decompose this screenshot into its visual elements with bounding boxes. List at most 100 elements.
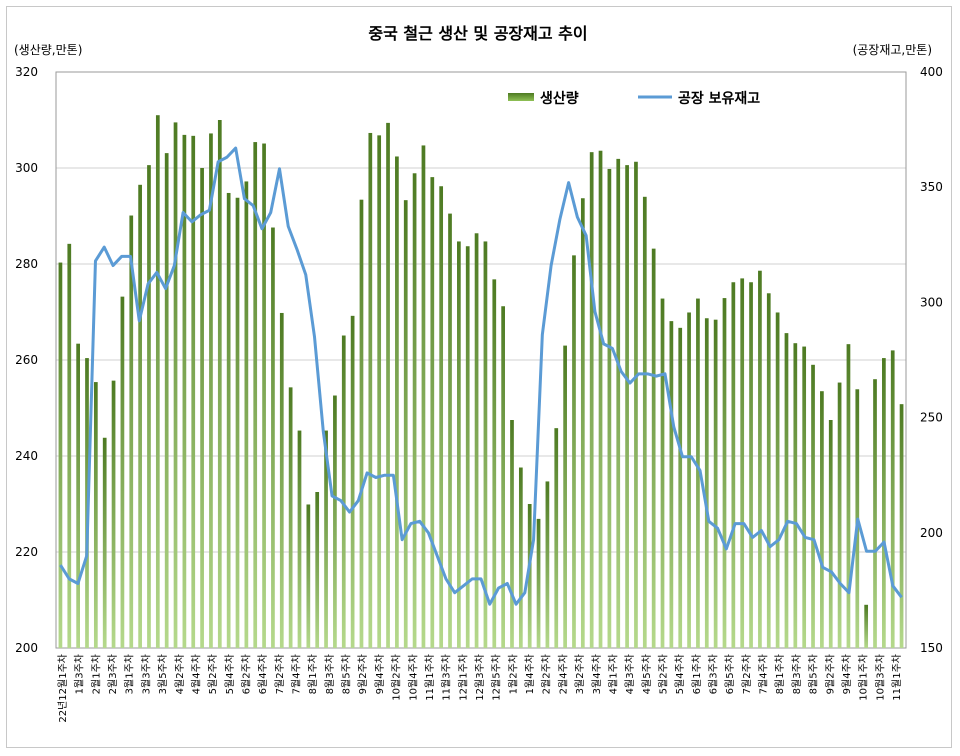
production-bar [164,153,169,648]
x-tick-label: 9월4주차 [841,654,853,694]
production-bar [448,213,452,648]
production-bar [687,312,691,648]
x-tick-label: 4월3주차 [624,654,636,694]
production-bar [297,430,302,648]
production-bar [740,278,745,648]
left-axis: 200 220 240 260 280 300 320 [15,65,38,655]
production-bar [226,192,231,648]
x-tick-label: 5월2주차 [207,654,219,694]
legend-label-production: 생산량 [540,90,579,107]
x-tick-label: 7월2주차 [741,654,753,694]
x-tick-label: 6월3주차 [708,654,720,694]
x-axis: 22년12월1주차 1월3주차 2월1주차 2월3주차 3월1주차 3월3주차 3월5주차 4… [57,654,903,723]
production-bar [749,282,753,648]
left-tick-label: 280 [15,257,38,271]
production-bar [642,196,647,649]
production-bar [147,165,151,648]
x-tick-label: 6월2주차 [241,654,253,694]
production-bar [616,158,621,648]
legend-label-inventory: 공장 보유재고 [678,90,760,107]
left-tick-label: 260 [15,353,38,367]
production-bar [412,173,417,648]
production-bar [775,312,780,648]
production-bar [253,142,258,648]
production-bar [155,115,160,648]
production-bar [820,391,824,648]
right-axis: 150 200 250 300 350 400 [920,65,943,655]
x-tick-label: 5월4주차 [224,654,236,694]
production-bar [563,345,567,648]
right-tick-label: 350 [920,180,943,194]
production-bar [306,504,311,648]
left-tick-label: 240 [15,449,38,463]
production-bar [713,319,718,648]
production-bar [129,215,134,648]
production-bar [492,279,497,648]
x-tick-label: 10월1주차 [858,654,870,701]
x-tick-label: 9월2주차 [824,654,836,694]
x-tick-label: 9월2주차 [357,654,369,694]
production-bar [651,248,656,648]
x-tick-label: 12월3주차 [474,654,486,701]
x-tick-label: 8월5주차 [341,654,353,694]
production-bar [704,318,709,648]
production-bar [288,387,293,648]
x-tick-label: 8월1주차 [774,654,786,694]
production-bar [111,380,116,648]
production-bar [669,321,674,648]
production-bar [403,200,408,648]
production-bar [802,346,807,648]
right-tick-label: 400 [920,65,943,79]
x-tick-label: 1월4주차 [524,654,536,694]
x-tick-label: 9월4주차 [374,654,386,694]
legend: 생산량 공장 보유재고 [508,90,760,107]
production-bar [510,420,514,648]
production-bar [315,492,320,648]
x-tick-label: 5월2주차 [658,654,670,694]
production-bar [262,143,266,648]
production-bar [67,243,72,648]
x-tick-label: 4월4주차 [190,654,202,694]
x-tick-label: 10월4주차 [407,654,419,701]
x-tick-label: 2월3주차 [107,654,119,694]
production-bar [421,145,426,648]
x-tick-label: 1월3주차 [74,654,86,694]
x-tick-label: 7월4주차 [291,654,303,694]
production-bar [457,241,461,648]
x-tick-label: 6월5주차 [724,654,736,694]
x-tick-label: 4월1주차 [607,654,619,694]
inventory-line [59,146,903,606]
right-tick-label: 150 [920,641,943,655]
production-bar [200,168,204,648]
production-bar [58,262,63,648]
production-bar [864,604,869,648]
production-bar [483,241,488,648]
production-bar [439,186,444,649]
x-tick-label: 10월2주차 [391,654,403,701]
production-bar [430,177,435,648]
production-bar [873,379,877,648]
plot-area-border [55,71,907,649]
x-tick-label: 2월2주차 [541,654,553,694]
x-tick-label: 1월2주차 [507,654,519,694]
x-tick-label: 3월2주차 [574,654,586,694]
right-tick-label: 300 [920,295,943,309]
production-bar [811,364,815,648]
x-tick-label: 2월1주차 [90,654,102,694]
production-bar [244,181,249,648]
production-bar [324,430,328,648]
right-axis-unit: (공장재고,만톤) [853,43,932,57]
production-bar [368,132,373,648]
x-tick-label: 12월5주차 [491,654,503,701]
production-bar [182,134,187,648]
x-tick-label: 22년12월1주차 [57,654,69,723]
left-tick-label: 320 [15,65,38,79]
production-bar [828,420,833,648]
x-tick-label: 3월1주차 [124,654,136,694]
production-bar [660,298,665,648]
production-bar [359,199,364,648]
production-bar [235,197,240,648]
grid-lines [55,71,907,649]
production-bar [766,293,771,648]
production-bar [120,296,125,648]
